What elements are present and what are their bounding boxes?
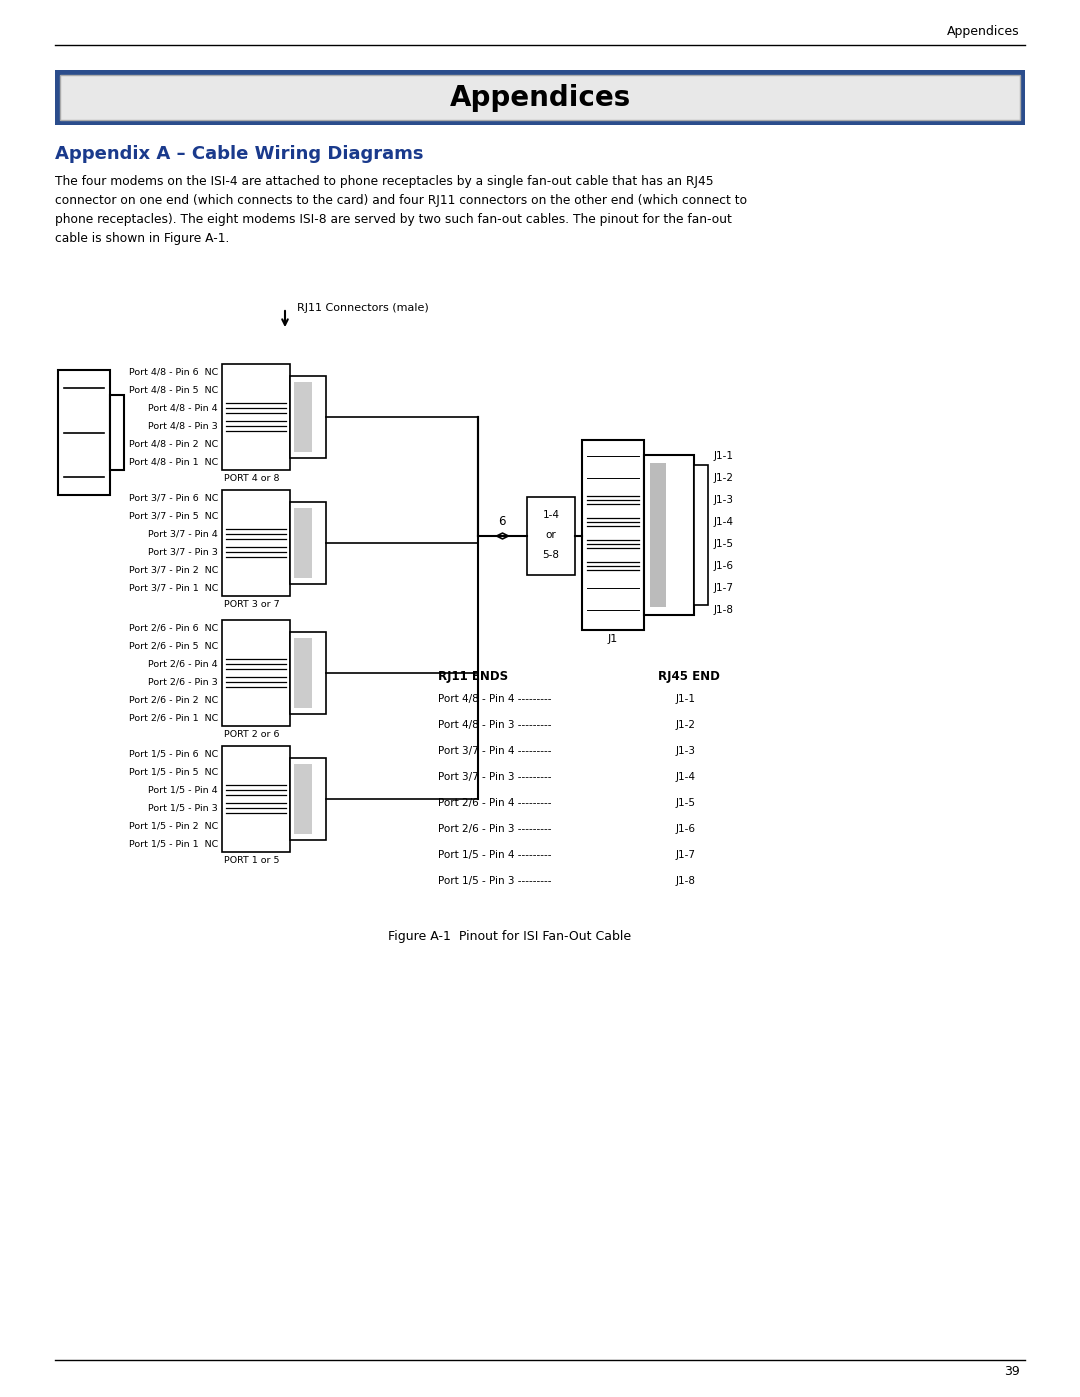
Text: Appendices: Appendices [449,84,631,112]
Bar [222,365,291,469]
Text: Port 1/5 - Pin 4 ---------: Port 1/5 - Pin 4 --------- [438,849,552,861]
Text: Port 3/7 - Pin 4: Port 3/7 - Pin 4 [148,529,218,538]
Bar [294,381,312,453]
Text: Port 4/8 - Pin 3 ---------: Port 4/8 - Pin 3 --------- [438,719,552,731]
Bar [294,638,312,708]
Text: Port 2/6 - Pin 1  NC: Port 2/6 - Pin 1 NC [129,714,218,722]
Text: J1-7: J1-7 [714,583,734,592]
Text: J1-6: J1-6 [714,562,734,571]
Text: J1-1: J1-1 [714,451,734,461]
Bar [291,502,326,584]
Bar [222,620,291,726]
Bar [291,631,326,714]
Bar [694,465,708,605]
Text: 6: 6 [498,515,505,528]
Text: The four modems on the ISI-4 are attached to phone receptacles by a single fan-o: The four modems on the ISI-4 are attache… [55,175,747,244]
Text: 5-8: 5-8 [542,550,559,560]
Text: J1-1: J1-1 [676,694,696,704]
Text: Port 3/7 - Pin 6  NC: Port 3/7 - Pin 6 NC [129,493,218,503]
Text: J1-5: J1-5 [676,798,696,807]
Bar [291,376,326,458]
Bar [110,395,124,469]
Text: PORT 4 or 8: PORT 4 or 8 [224,474,280,483]
Text: J1-5: J1-5 [714,539,734,549]
Text: J1: J1 [608,634,618,644]
Bar [644,455,694,615]
Text: Port 2/6 - Pin 5  NC: Port 2/6 - Pin 5 NC [129,641,218,651]
Bar [291,759,326,840]
Text: Appendices: Appendices [947,25,1020,38]
Text: Port 4/8 - Pin 2  NC: Port 4/8 - Pin 2 NC [129,440,218,448]
Text: Port 1/5 - Pin 2  NC: Port 1/5 - Pin 2 NC [129,821,218,830]
Text: Port 1/5 - Pin 3 ---------: Port 1/5 - Pin 3 --------- [438,876,552,886]
Text: Port 4/8 - Pin 4 ---------: Port 4/8 - Pin 4 --------- [438,694,552,704]
Text: Port 4/8 - Pin 3: Port 4/8 - Pin 3 [148,422,218,430]
Text: J1-8: J1-8 [676,876,696,886]
Bar [58,370,110,495]
Text: Port 1/5 - Pin 5  NC: Port 1/5 - Pin 5 NC [129,767,218,777]
Text: J1-3: J1-3 [714,495,734,504]
Text: Port 2/6 - Pin 3 ---------: Port 2/6 - Pin 3 --------- [438,824,552,834]
Text: J1-4: J1-4 [676,773,696,782]
Text: Port 2/6 - Pin 4 ---------: Port 2/6 - Pin 4 --------- [438,798,552,807]
Text: RJ45 END: RJ45 END [658,671,720,683]
Bar [582,440,644,630]
Bar [55,70,1025,124]
Text: Port 3/7 - Pin 4 ---------: Port 3/7 - Pin 4 --------- [438,746,552,756]
Text: J1-7: J1-7 [676,849,696,861]
Bar [222,490,291,597]
Bar [222,746,291,852]
Text: J1-3: J1-3 [676,746,696,756]
Bar [294,764,312,834]
Bar [650,462,666,608]
Text: or: or [545,529,556,541]
Text: RJ11 Connectors (male): RJ11 Connectors (male) [297,303,429,313]
Text: PORT 2 or 6: PORT 2 or 6 [224,731,280,739]
Bar [527,497,575,576]
Text: Port 1/5 - Pin 1  NC: Port 1/5 - Pin 1 NC [129,840,218,848]
Text: Port 1/5 - Pin 6  NC: Port 1/5 - Pin 6 NC [129,750,218,759]
Text: Figure A-1  Pinout for ISI Fan-Out Cable: Figure A-1 Pinout for ISI Fan-Out Cable [389,930,632,943]
Text: Port 2/6 - Pin 4: Port 2/6 - Pin 4 [148,659,218,669]
Text: 39: 39 [1004,1365,1020,1377]
Text: Port 4/8 - Pin 6  NC: Port 4/8 - Pin 6 NC [129,367,218,377]
Text: J1-2: J1-2 [714,474,734,483]
Text: J1-4: J1-4 [714,517,734,527]
Text: Appendix A – Cable Wiring Diagrams: Appendix A – Cable Wiring Diagrams [55,145,423,163]
Text: Port 1/5 - Pin 4: Port 1/5 - Pin 4 [148,785,218,795]
Text: Port 3/7 - Pin 2  NC: Port 3/7 - Pin 2 NC [129,566,218,574]
Text: Port 4/8 - Pin 1  NC: Port 4/8 - Pin 1 NC [129,457,218,467]
Text: Port 4/8 - Pin 5  NC: Port 4/8 - Pin 5 NC [129,386,218,394]
Bar [294,509,312,578]
Text: J1-8: J1-8 [714,605,734,615]
Text: J1-2: J1-2 [676,719,696,731]
Text: Port 1/5 - Pin 3: Port 1/5 - Pin 3 [148,803,218,813]
Bar [60,75,1020,120]
Text: Port 4/8 - Pin 4: Port 4/8 - Pin 4 [148,404,218,412]
Text: Port 3/7 - Pin 3: Port 3/7 - Pin 3 [148,548,218,556]
Text: Port 2/6 - Pin 3: Port 2/6 - Pin 3 [148,678,218,686]
Text: PORT 3 or 7: PORT 3 or 7 [224,599,280,609]
Text: J1-6: J1-6 [676,824,696,834]
Text: RJ11 ENDS: RJ11 ENDS [438,671,508,683]
Text: Port 3/7 - Pin 5  NC: Port 3/7 - Pin 5 NC [129,511,218,521]
Text: Port 2/6 - Pin 2  NC: Port 2/6 - Pin 2 NC [129,696,218,704]
Text: 1-4: 1-4 [542,510,559,520]
Text: Port 2/6 - Pin 6  NC: Port 2/6 - Pin 6 NC [129,623,218,633]
Text: Port 3/7 - Pin 1  NC: Port 3/7 - Pin 1 NC [129,584,218,592]
Text: Port 3/7 - Pin 3 ---------: Port 3/7 - Pin 3 --------- [438,773,552,782]
Text: PORT 1 or 5: PORT 1 or 5 [224,856,280,865]
